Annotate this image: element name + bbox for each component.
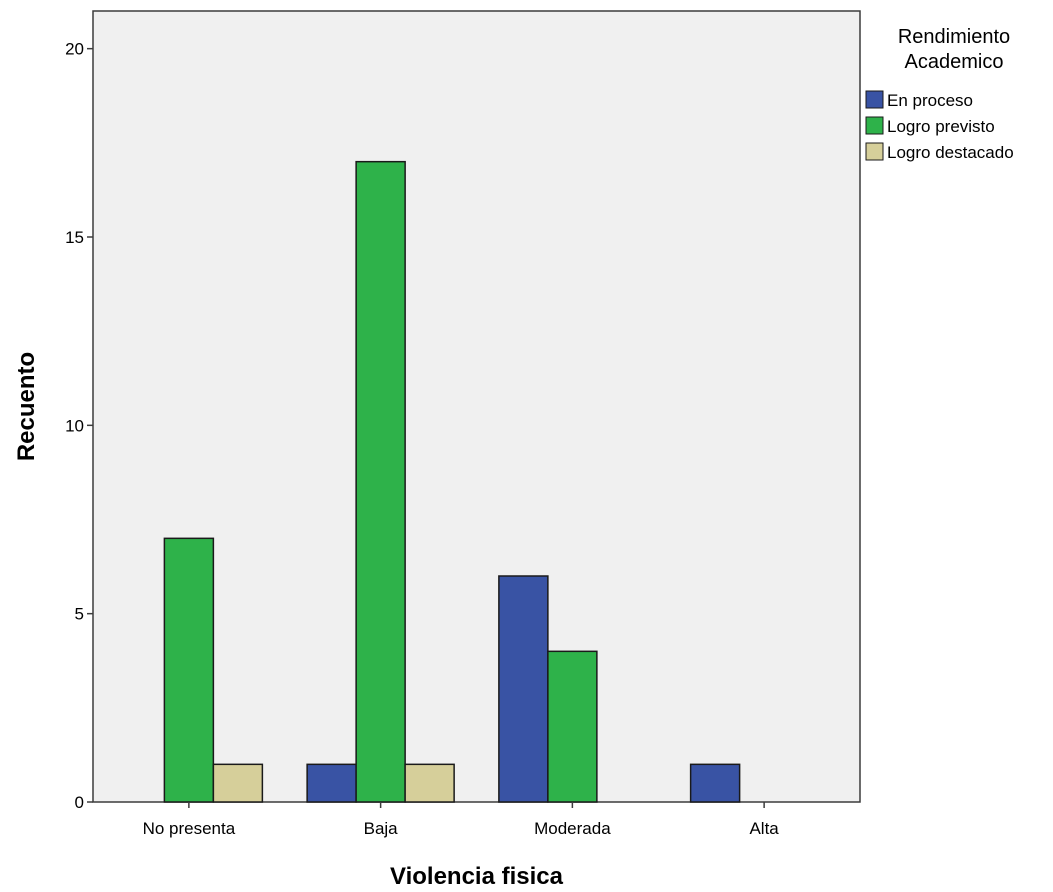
y-tick-label: 20	[65, 40, 84, 59]
y-axis: 0 5 10 15 20	[65, 40, 93, 812]
legend-title-line-2: Academico	[905, 51, 1004, 73]
y-tick-label: 10	[65, 416, 84, 435]
bar-moderada-en-proceso	[498, 575, 549, 803]
legend-label: Logro previsto	[887, 117, 995, 136]
x-tick-label: Alta	[749, 819, 779, 838]
y-axis-title: Recuento	[13, 352, 40, 461]
legend-swatch	[865, 90, 884, 109]
plot-area	[92, 10, 861, 803]
legend-items: En proceso Logro previsto Logro destacado	[865, 90, 1014, 162]
legend-title-line-1: Rendimiento	[898, 26, 1010, 48]
bar-alta-en-proceso	[689, 763, 741, 803]
x-tick-label: No presenta	[143, 819, 236, 838]
legend-label: En proceso	[887, 91, 973, 110]
legend-label: Logro destacado	[887, 143, 1014, 162]
y-tick-label: 0	[75, 793, 84, 812]
bar-baja-logro-destacado	[404, 763, 455, 803]
bars-group	[163, 160, 741, 803]
legend-swatch	[865, 116, 884, 135]
bar-baja-en-proceso	[306, 763, 357, 803]
y-tick-label: 15	[65, 228, 84, 247]
legend: Rendimiento Academico En proceso Logro pr…	[865, 26, 1014, 162]
x-axis: No presenta Baja Moderada Alta	[143, 802, 779, 838]
y-tick-label: 5	[75, 605, 84, 624]
bar-no-presenta-logro-previsto	[163, 537, 215, 803]
bar-baja-logro-previsto	[355, 160, 406, 803]
legend-swatch	[865, 142, 884, 161]
x-tick-label: Moderada	[534, 819, 611, 838]
bar-moderada-logro-previsto	[547, 650, 598, 803]
bar-no-presenta-logro-destacado	[212, 763, 264, 803]
x-axis-title: Violencia fisica	[390, 863, 564, 890]
x-tick-label: Baja	[364, 819, 399, 838]
